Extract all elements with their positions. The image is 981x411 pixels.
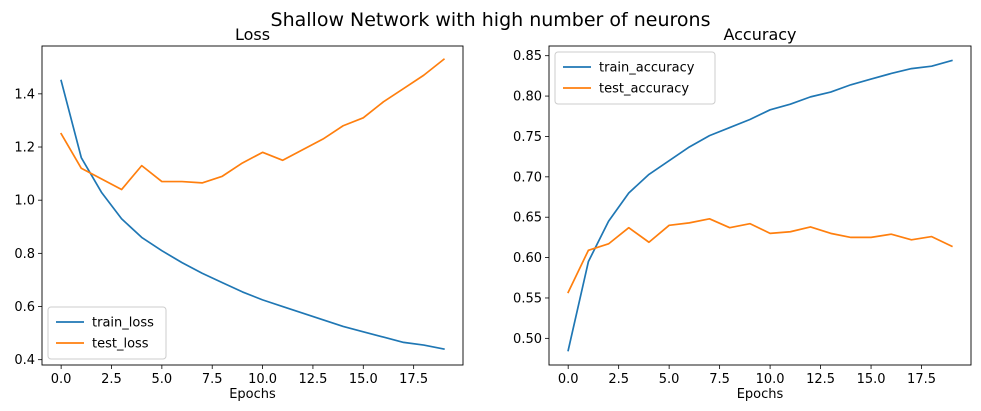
legend-label: train_accuracy [599,61,695,76]
y-tick-label: 1.2 [14,141,35,156]
legend-label: test_accuracy [599,82,689,97]
x-axis-label: Epochs [229,387,276,402]
y-tick-label: 0.85 [513,49,542,64]
y-tick-label: 0.70 [513,170,542,185]
series-line-train-loss [60,79,445,351]
x-tick-label: 5.0 [152,372,173,387]
x-tick-label: 2.5 [608,372,629,387]
x-axis-label: Epochs [737,387,784,402]
legend: train_loss test_loss [47,306,167,360]
panel-title: Accuracy [723,25,796,44]
legend-box [554,51,716,105]
x-tick-label: 15.0 [349,372,378,387]
legend-label: test_loss [92,337,149,352]
y-tick-label: 0.75 [513,130,542,145]
legend: train_accuracy test_accuracy [554,51,716,105]
x-tick-label: 0.0 [558,372,579,387]
y-tick-label: 1.4 [14,87,35,102]
panel-title: Loss [235,25,270,44]
x-tick-label: 5.0 [659,372,680,387]
x-tick-label: 10.0 [248,372,277,387]
chart-panel-1: Loss 0.0 2.5 5.0 7.5 10.0 12.5 15.0 17.5 0.4 0.6 0.… [14,25,464,402]
figure-suptitle: Shallow Network with high number of neur… [271,9,711,31]
plot-frame [548,45,972,366]
x-tick-label: 10.0 [756,372,785,387]
x-tick-label: 12.5 [806,372,835,387]
series-line-test-accuracy [567,217,953,294]
x-tick-label: 7.5 [709,372,730,387]
y-tick-label: 0.50 [513,332,542,347]
plot-frame [41,45,464,366]
x-tick-label: 2.5 [101,372,122,387]
x-tick-label: 17.5 [907,372,936,387]
y-tick-label: 0.60 [513,251,542,266]
series-line-test-loss [59,58,446,191]
series-line-train-accuracy [567,59,953,352]
x-tick-label: 15.0 [857,372,886,387]
x-tick-label: 12.5 [298,372,327,387]
y-tick-label: 0.4 [14,353,35,368]
y-tick-label: 0.55 [513,291,542,306]
x-tick-label: 7.5 [202,372,223,387]
legend-label: train_loss [92,316,154,331]
x-tick-label: 0.0 [51,372,72,387]
chart-panel-2: Accuracy 0.0 2.5 5.0 7.5 10.0 12.5 15.0 17.5 0.50… [513,25,972,402]
y-tick-label: 0.6 [14,300,35,315]
y-tick-label: 0.80 [513,90,542,105]
legend-box [47,306,167,360]
y-tick-label: 1.0 [14,194,35,209]
y-tick-label: 0.65 [513,211,542,226]
x-tick-label: 17.5 [399,372,428,387]
y-tick-label: 0.8 [14,247,35,262]
